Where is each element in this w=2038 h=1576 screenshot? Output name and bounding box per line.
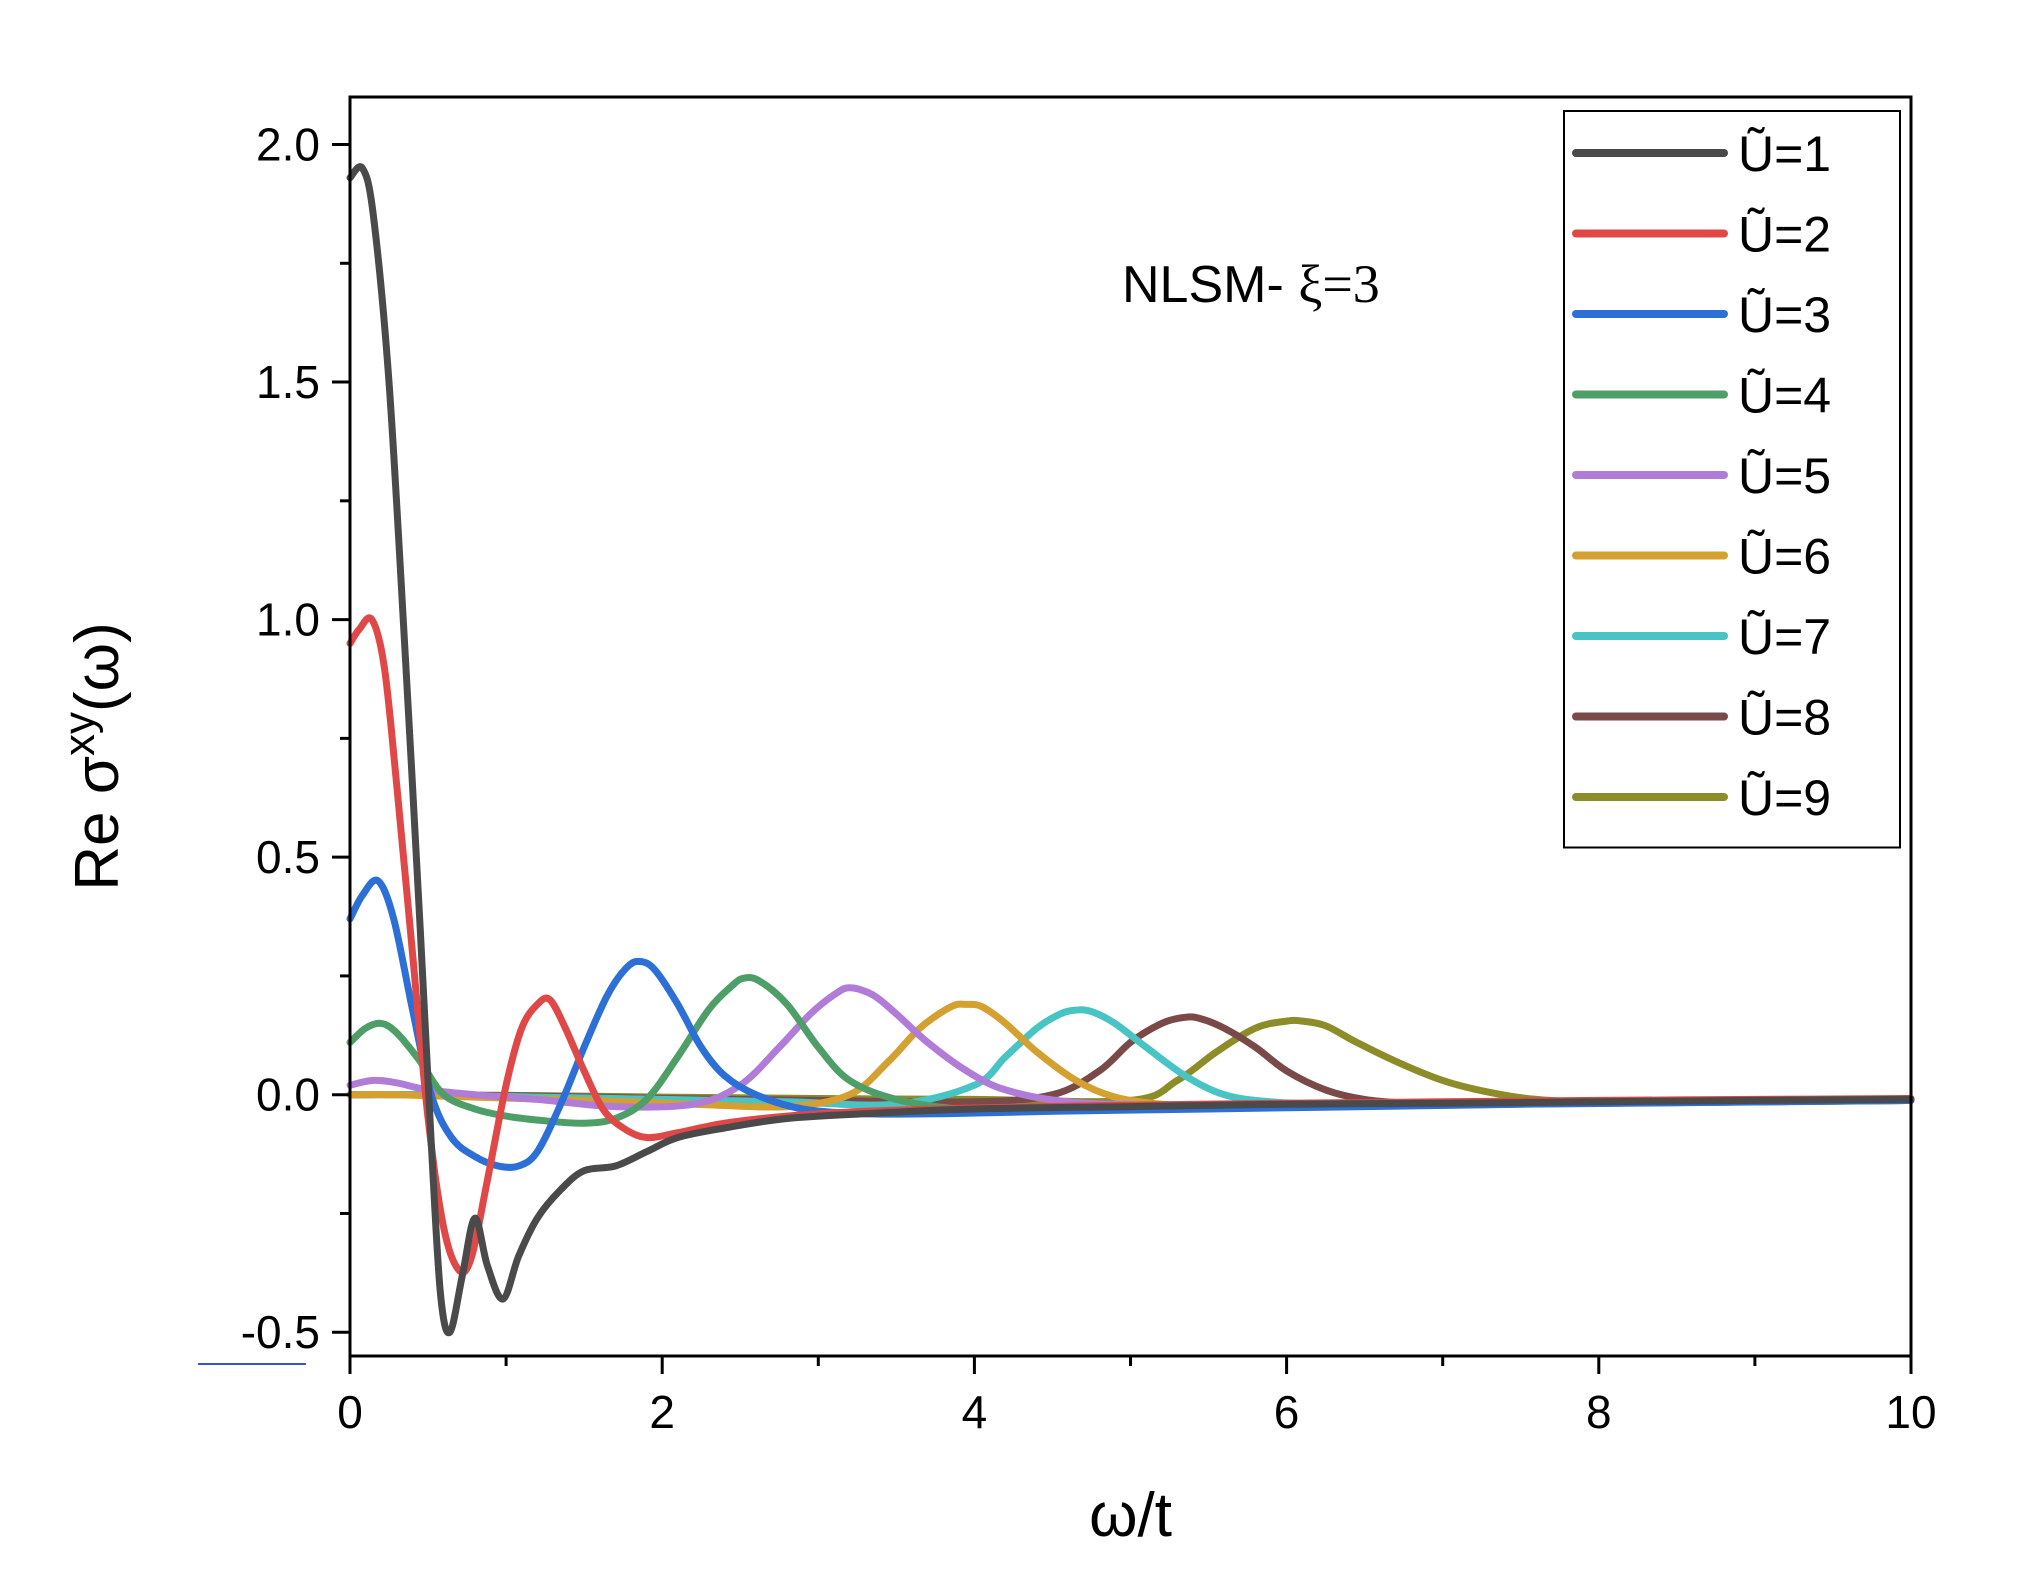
legend-label-8: Ũ=8: [1738, 690, 1831, 746]
legend-box: [1563, 110, 1901, 849]
x-axis-title: ω/t: [1089, 1481, 1172, 1550]
annotation-symbol: ξ=3: [1298, 254, 1380, 314]
legend-label-6: Ũ=6: [1738, 529, 1831, 585]
y-tick-label: 0.0: [256, 1069, 320, 1121]
y-axis-title-main: Re σ: [63, 756, 132, 891]
legend-label-4: Ũ=4: [1738, 368, 1831, 424]
y-tick-label: 2.0: [256, 119, 320, 171]
x-axis-ticks: 0 2 4 6 8 10: [337, 1356, 1937, 1438]
y-tick-label: -0.5: [241, 1306, 320, 1358]
legend-label-7: Ũ=7: [1738, 609, 1831, 665]
y-axis-title-tail: (ω): [63, 622, 132, 712]
plot-series-group: [346, 163, 1915, 1337]
y-tick-label: 1.5: [256, 356, 320, 408]
series-line-1: [346, 163, 1915, 1337]
svg-text:Re σxy(ω): Re σxy(ω): [55, 622, 132, 890]
legend-label-5: Ũ=5: [1738, 448, 1831, 504]
y-tick-label: 0.5: [256, 831, 320, 883]
x-tick-label: 4: [962, 1386, 988, 1438]
x-tick-label: 10: [1885, 1386, 1936, 1438]
chart-annotation: NLSM- ξ=3: [1122, 254, 1380, 314]
legend-label-9: Ũ=9: [1738, 770, 1831, 826]
x-tick-label: 6: [1274, 1386, 1300, 1438]
annotation-prefix: NLSM-: [1122, 256, 1298, 314]
legend-label-1: Ũ=1: [1738, 126, 1831, 182]
y-axis-ticks: -0.5 0.0 0.5 1.0 1.5 2.0: [241, 119, 350, 1358]
x-tick-label: 0: [337, 1386, 363, 1438]
y-axis-title: Re σxy(ω): [55, 622, 132, 890]
x-tick-label: 8: [1586, 1386, 1612, 1438]
y-tick-label: 1.0: [256, 594, 320, 646]
legend-label-2: Ũ=2: [1738, 207, 1831, 263]
y-axis-title-superscript: xy: [55, 712, 104, 756]
x-tick-label: 2: [649, 1386, 675, 1438]
legend-label-3: Ũ=3: [1738, 287, 1831, 343]
legend: Ũ=1 Ũ=2 Ũ=3 Ũ=4 Ũ=5 Ũ=6 Ũ=7 Ũ=8 Ũ=9: [1563, 110, 1901, 849]
